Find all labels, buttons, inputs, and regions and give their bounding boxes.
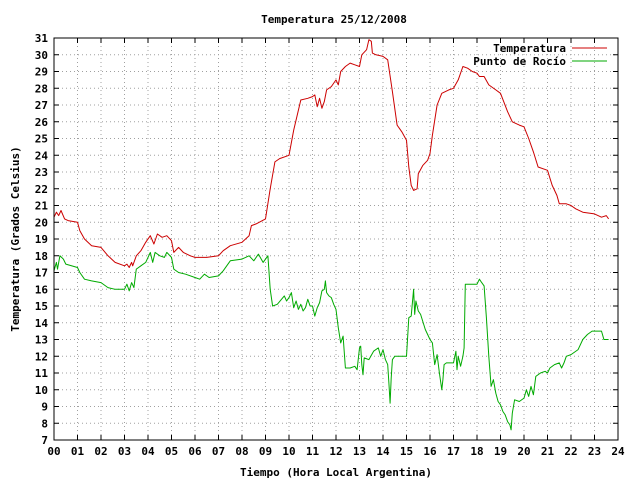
x-tick-label: 21 — [541, 445, 555, 458]
legend-label-punto-de-rocio: Punto de Rocío — [473, 55, 566, 68]
x-tick-label: 19 — [494, 445, 507, 458]
chart-title: Temperatura 25/12/2008 — [261, 13, 407, 26]
x-tick-label: 11 — [306, 445, 320, 458]
y-tick-label: 16 — [35, 283, 49, 296]
x-tick-label: 03 — [118, 445, 131, 458]
y-axis-label: Temperatura (Grados Celsius) — [9, 146, 22, 331]
axis-ticks: 00 01 02 03 04 05 06 07 08 09 10 11 12 13 14 15 16 17 18 19… — [35, 32, 625, 458]
y-tick-label: 20 — [35, 216, 48, 229]
x-tick-label: 14 — [376, 445, 390, 458]
y-tick-label: 9 — [41, 401, 48, 414]
y-tick-label: 7 — [41, 434, 48, 447]
x-tick-label: 07 — [212, 445, 225, 458]
y-tick-label: 21 — [35, 200, 49, 213]
y-tick-label: 18 — [35, 250, 48, 263]
x-tick-label: 18 — [470, 445, 483, 458]
series-line-punto-de-rocio — [53, 251, 609, 431]
x-tick-label: 13 — [353, 445, 366, 458]
legend-label-temperatura: Temperatura — [493, 42, 566, 55]
x-tick-label: 06 — [188, 445, 202, 458]
x-tick-label: 12 — [329, 445, 342, 458]
x-tick-label: 17 — [447, 445, 460, 458]
y-tick-label: 24 — [35, 149, 49, 162]
y-tick-label: 29 — [35, 66, 48, 79]
y-tick-label: 8 — [41, 417, 48, 430]
series-line-temperatura — [53, 39, 610, 268]
y-tick-label: 22 — [35, 183, 48, 196]
x-tick-label: 22 — [564, 445, 577, 458]
x-tick-label: 05 — [165, 445, 178, 458]
y-tick-label: 23 — [35, 166, 48, 179]
y-tick-label: 12 — [35, 350, 48, 363]
x-tick-label: 08 — [235, 445, 248, 458]
x-tick-label: 09 — [259, 445, 272, 458]
x-axis-label: Tiempo (Hora Local Argentina) — [240, 466, 432, 479]
y-tick-label: 15 — [35, 300, 48, 313]
x-tick-label: 02 — [94, 445, 107, 458]
x-tick-label: 23 — [588, 445, 601, 458]
y-tick-label: 31 — [35, 32, 49, 45]
plot-border — [53, 37, 619, 441]
y-tick-label: 25 — [35, 133, 48, 146]
grid — [54, 38, 618, 440]
y-tick-label: 28 — [35, 82, 48, 95]
x-tick-label: 24 — [611, 445, 625, 458]
y-tick-label: 13 — [35, 334, 48, 347]
y-tick-label: 11 — [35, 367, 49, 380]
x-tick-label: 20 — [517, 445, 530, 458]
y-tick-label: 27 — [35, 99, 48, 112]
x-tick-label: 04 — [141, 445, 155, 458]
x-tick-label: 00 — [47, 445, 60, 458]
x-tick-label: 16 — [423, 445, 437, 458]
y-tick-label: 26 — [35, 116, 49, 129]
y-tick-label: 14 — [35, 317, 49, 330]
x-tick-label: 01 — [71, 445, 85, 458]
y-tick-label: 17 — [35, 267, 48, 280]
y-tick-label: 30 — [35, 49, 48, 62]
y-tick-label: 19 — [35, 233, 48, 246]
x-tick-label: 10 — [282, 445, 295, 458]
legend: Temperatura Punto de Rocío — [473, 42, 607, 68]
x-tick-label: 15 — [400, 445, 413, 458]
series-lines — [53, 39, 610, 431]
y-tick-label: 10 — [35, 384, 48, 397]
